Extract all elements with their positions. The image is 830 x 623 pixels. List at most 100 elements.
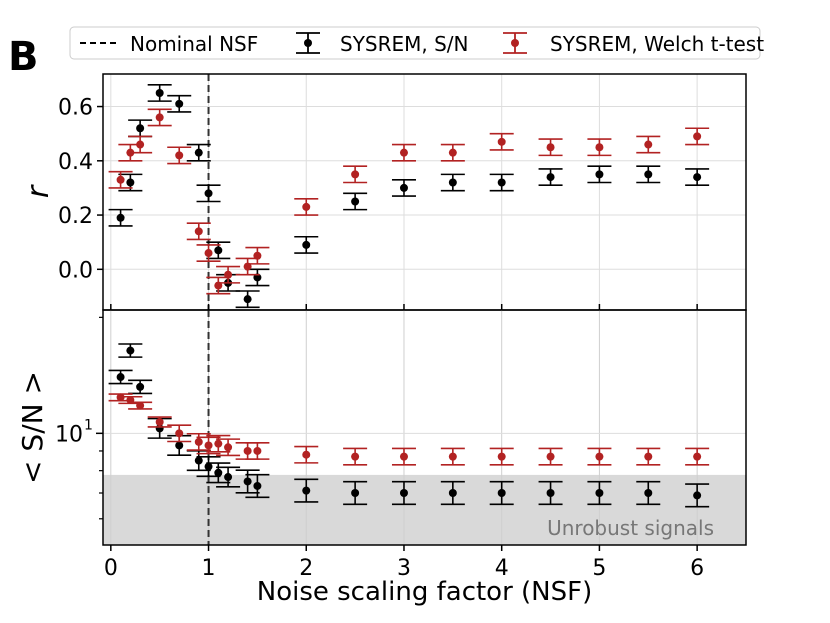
bottom-welch-point-marker <box>546 452 555 461</box>
bottom-sn-point <box>391 480 416 506</box>
bottom-welch-point-marker <box>194 437 203 446</box>
bottom-sn-point <box>235 469 260 494</box>
bottom-sn-point-marker <box>204 462 213 471</box>
top-sn-point-marker <box>243 295 252 304</box>
top-welch-point-marker <box>116 175 125 184</box>
top-sn-point-marker <box>693 173 702 182</box>
top-welch-point <box>216 265 241 284</box>
top-welch-point <box>186 222 211 241</box>
top-sn-point-marker <box>302 240 311 249</box>
bottom-sn-point-marker <box>175 441 184 450</box>
legend-welch-label: SYSREM, Welch t-test <box>550 32 764 56</box>
bottom-welch-point <box>294 445 319 464</box>
bottom-welch-point-marker <box>693 452 702 461</box>
top-welch-point-marker <box>497 137 506 146</box>
bottom-sn-point <box>440 480 465 506</box>
bottom-welch-point-marker <box>302 450 311 459</box>
top-y-tick-label: 0.0 <box>58 258 93 283</box>
bottom-sn-point <box>118 343 143 358</box>
bottom-sn-point-marker <box>448 489 457 498</box>
top-welch-point-marker <box>302 202 311 211</box>
bottom-points <box>108 343 710 508</box>
bottom-sn-point-marker <box>644 489 653 498</box>
bottom-panel: Unrobust signals 10 1 < S/N > <box>16 309 747 546</box>
top-sn-point-marker <box>351 197 360 206</box>
bottom-sn-point <box>489 480 514 506</box>
bottom-welch-point-marker <box>644 452 653 461</box>
legend-sn-marker <box>296 32 320 54</box>
top-grid <box>103 74 746 310</box>
bottom-sn-point-marker <box>399 489 408 498</box>
top-welch-point-marker <box>175 151 184 160</box>
legend-nominal-text: Nominal NSF <box>130 32 258 56</box>
top-sn-point <box>196 184 221 203</box>
top-welch-point <box>108 170 133 189</box>
bottom-sn-point <box>538 480 563 506</box>
top-welch-point-marker <box>204 249 213 258</box>
bottom-welch-point-marker <box>214 439 223 448</box>
unrobust-region <box>103 474 746 545</box>
top-sn-point-marker <box>175 99 184 108</box>
bottom-welch-point <box>147 416 172 428</box>
bottom-welch-point-marker <box>136 401 145 410</box>
top-welch-point-marker <box>399 148 408 157</box>
top-sn-point <box>294 235 319 254</box>
top-sn-point <box>538 168 563 187</box>
bottom-sn-point-marker <box>116 373 125 382</box>
top-sn-point <box>440 173 465 192</box>
bottom-welch-point <box>128 401 153 410</box>
top-sn-point-marker <box>595 170 604 179</box>
top-welch-point <box>147 108 172 127</box>
top-welch-point <box>167 146 192 165</box>
bottom-sn-point <box>685 483 710 508</box>
x-tick-label: 2 <box>299 556 313 581</box>
bottom-welch-point-marker <box>204 441 213 450</box>
bottom-welch-point <box>391 447 416 466</box>
top-welch-point <box>128 135 153 154</box>
top-sn-point-marker <box>546 173 555 182</box>
top-welch-point-marker <box>155 113 164 122</box>
top-sn-point <box>235 290 260 309</box>
x-ticks: 0 1 2 3 4 5 6 <box>104 304 704 581</box>
top-welch-point <box>489 132 514 151</box>
bottom-welch-point <box>636 447 661 466</box>
x-tick-label: 4 <box>495 556 509 581</box>
bottom-welch-point <box>538 447 563 466</box>
bottom-y-tick-label: 10 <box>55 422 83 447</box>
top-welch-point-marker <box>448 148 457 157</box>
top-sn-point-marker <box>497 178 506 187</box>
top-welch-point-marker <box>546 143 555 152</box>
bottom-y-tick-exponent: 1 <box>84 417 93 433</box>
bottom-welch-point <box>206 434 231 453</box>
bottom-welch-point <box>587 447 612 466</box>
top-sn-point <box>685 168 710 187</box>
bottom-sn-point-marker <box>546 489 555 498</box>
bottom-sn-point-marker <box>693 491 702 500</box>
legend-sn-label: SYSREM, S/N <box>340 32 469 56</box>
legend-welch-marker <box>503 32 527 54</box>
top-welch-point-marker <box>224 270 233 279</box>
top-welch-point-marker <box>644 140 653 149</box>
bottom-welch-point-marker <box>253 446 262 455</box>
top-sn-point <box>636 165 661 184</box>
bottom-sn-point-marker <box>243 477 252 486</box>
bottom-welch-point-marker <box>497 452 506 461</box>
top-welch-point <box>294 197 319 216</box>
top-sn-point <box>391 178 416 197</box>
top-sn-point-marker <box>155 88 164 97</box>
bottom-sn-point-marker <box>497 489 506 498</box>
bottom-sn-point-marker <box>302 486 311 495</box>
bottom-y-ticks: 10 1 <box>55 316 103 520</box>
top-welch-point <box>391 143 416 162</box>
bottom-sn-point <box>245 473 270 499</box>
top-y-tick-label: 0.2 <box>58 204 93 229</box>
panel-label: B <box>8 34 39 80</box>
top-sn-point-marker <box>204 189 213 198</box>
legend-box <box>69 26 761 60</box>
bottom-sn-point-marker <box>253 481 262 490</box>
top-welch-point <box>587 138 612 157</box>
bottom-y-label: < S/N > <box>16 371 49 484</box>
x-tick-label: 6 <box>690 556 704 581</box>
top-welch-point-marker <box>253 251 262 260</box>
